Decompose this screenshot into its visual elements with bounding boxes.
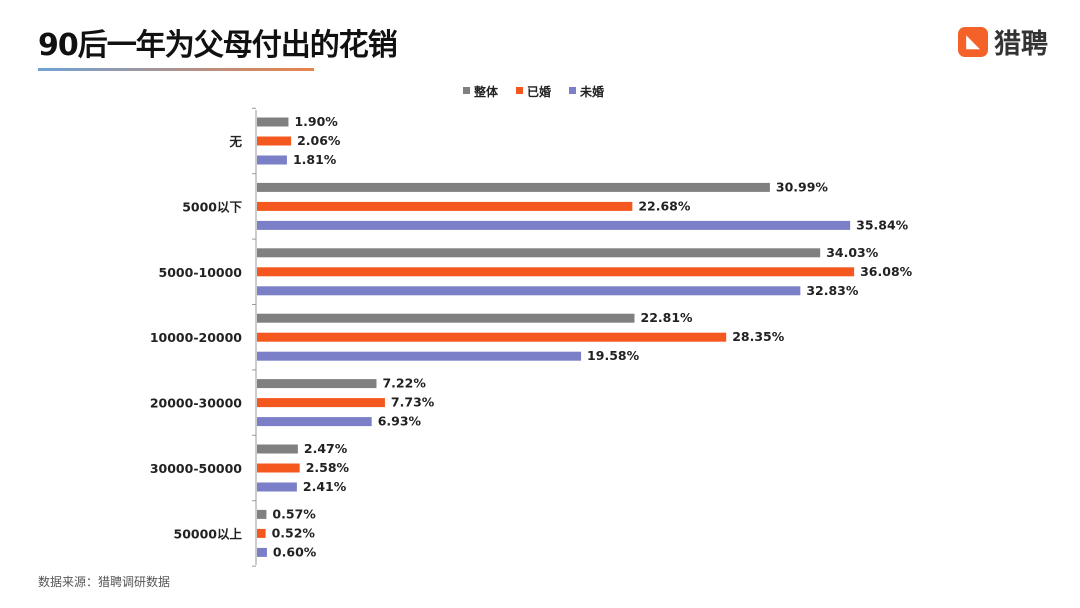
page-title: 90后一年为父母付出的花销 — [38, 28, 398, 63]
bar — [257, 155, 287, 165]
legend-swatch — [516, 87, 523, 94]
bar — [257, 286, 801, 296]
bar — [257, 182, 770, 192]
title-underline — [38, 68, 314, 71]
data-label: 32.83% — [806, 283, 859, 298]
data-label: 7.22% — [382, 376, 426, 391]
data-label: 2.47% — [304, 441, 348, 456]
data-label: 2.58% — [306, 460, 350, 475]
legend-label: 整体 — [473, 84, 499, 99]
bar — [257, 379, 377, 389]
legend-swatch — [569, 87, 576, 94]
bar — [257, 482, 297, 492]
data-label: 6.93% — [378, 414, 422, 429]
bar — [257, 444, 298, 454]
data-label: 2.06% — [297, 133, 341, 148]
data-label: 7.73% — [391, 395, 435, 410]
category-label: 10000-20000 — [150, 330, 242, 345]
bar — [257, 332, 727, 342]
bar — [257, 398, 385, 408]
bar — [257, 417, 372, 427]
category-label: 5000-10000 — [159, 265, 243, 280]
category-label: 30000-50000 — [150, 461, 242, 476]
bar — [257, 136, 292, 146]
bar — [257, 509, 267, 519]
data-label: 2.41% — [303, 479, 347, 494]
data-label: 22.81% — [641, 310, 694, 325]
bar — [257, 267, 855, 277]
category-label: 无 — [228, 134, 242, 149]
bar — [257, 117, 289, 127]
category-label: 20000-30000 — [150, 396, 242, 411]
bar — [257, 248, 821, 258]
data-label: 19.58% — [587, 348, 640, 363]
data-label: 1.90% — [294, 114, 338, 129]
legend-label: 未婚 — [579, 84, 604, 99]
data-label: 34.03% — [826, 245, 879, 260]
data-source: 数据来源：猎聘调研数据 — [38, 575, 171, 589]
logo-icon: ◣ — [958, 26, 988, 57]
bar — [257, 463, 300, 473]
bar — [257, 313, 635, 323]
bar — [257, 220, 851, 230]
brand-logo: ◣ 猎聘 — [958, 22, 1048, 61]
bar — [257, 201, 633, 211]
legend-swatch — [463, 87, 470, 94]
bar — [257, 528, 266, 538]
data-label: 28.35% — [732, 329, 785, 344]
data-label: 1.81% — [293, 152, 337, 167]
data-label: 0.52% — [272, 525, 316, 540]
data-label: 36.08% — [860, 264, 913, 279]
category-label: 50000以上 — [174, 526, 243, 541]
data-label: 22.68% — [638, 198, 691, 213]
data-label: 0.60% — [273, 544, 317, 559]
bar — [257, 547, 267, 557]
category-label: 5000以下 — [182, 199, 242, 214]
legend-label: 已婚 — [527, 84, 551, 99]
data-label: 0.57% — [272, 506, 316, 521]
bar — [257, 351, 582, 361]
logo-text: 猎聘 — [994, 29, 1048, 60]
data-label: 30.99% — [776, 179, 829, 194]
data-label: 35.84% — [856, 217, 909, 232]
